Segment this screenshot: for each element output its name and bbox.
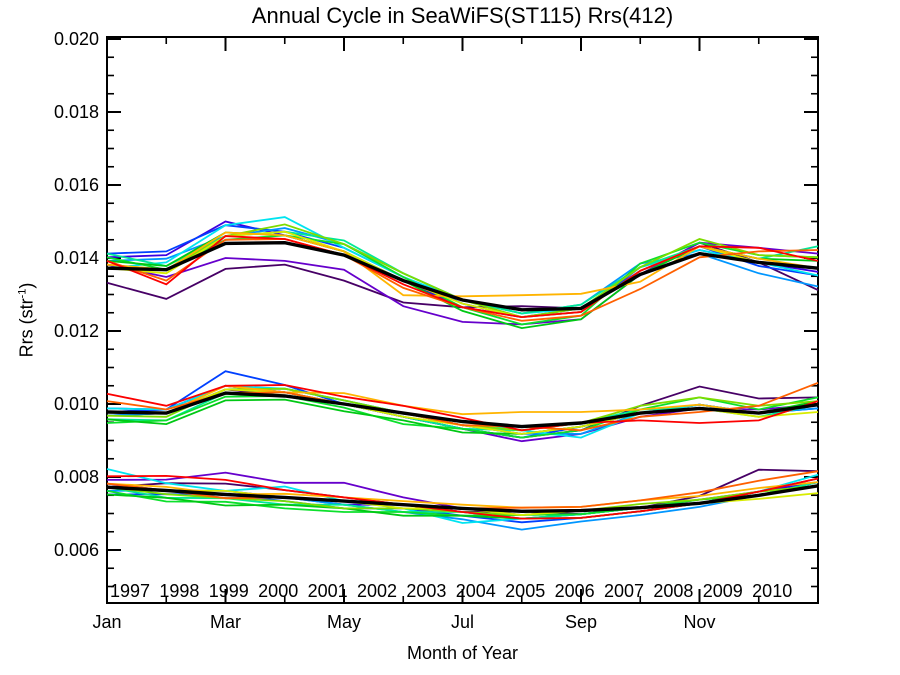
y-tick-label: 0.012 bbox=[54, 321, 99, 341]
legend-year-2006: 2006 bbox=[555, 581, 595, 601]
legend-year-2001: 2001 bbox=[308, 581, 348, 601]
mean-line-middle bbox=[106, 391, 819, 429]
x-axis-title: Month of Year bbox=[406, 643, 519, 663]
y-axis-title-end: ) bbox=[16, 282, 37, 289]
y-axis-title-sup: -1 bbox=[16, 288, 29, 299]
legend-year-2008: 2008 bbox=[653, 581, 693, 601]
series-middle-2004 bbox=[106, 395, 819, 439]
series-upper-2010 bbox=[106, 235, 819, 319]
legend-year-2000: 2000 bbox=[258, 581, 298, 601]
x-tick-label: Mar bbox=[210, 612, 241, 632]
y-tick-label: 0.008 bbox=[54, 467, 99, 487]
legend-year-2009: 2009 bbox=[703, 581, 743, 601]
legend-year-2003: 2003 bbox=[406, 581, 446, 601]
y-tick-label: 0.006 bbox=[54, 540, 99, 560]
x-tick-label: Sep bbox=[565, 612, 597, 632]
x-tick-label: Nov bbox=[683, 612, 715, 632]
y-tick-label: 0.014 bbox=[54, 248, 99, 268]
legend-year-2002: 2002 bbox=[357, 581, 397, 601]
legend-year-2010: 2010 bbox=[752, 581, 792, 601]
chart-title: Annual Cycle in SeaWiFS(ST115) Rrs(412) bbox=[251, 3, 674, 28]
legend-year-2004: 2004 bbox=[456, 581, 496, 601]
series-upper-2009 bbox=[106, 238, 819, 322]
legend-year-2005: 2005 bbox=[505, 581, 545, 601]
legend-year-1997: 1997 bbox=[110, 581, 150, 601]
y-tick-label: 0.010 bbox=[54, 394, 99, 414]
y-tick-label: 0.016 bbox=[54, 175, 99, 195]
legend-year-1998: 1998 bbox=[159, 581, 199, 601]
mean-line-upper bbox=[106, 240, 819, 312]
y-axis-title: Rrs (str-1) bbox=[17, 283, 38, 358]
series-middle-2010 bbox=[106, 384, 819, 432]
x-tick-label: May bbox=[327, 612, 361, 632]
plot-frame bbox=[106, 36, 819, 604]
y-axis-title-base: Rrs (str bbox=[16, 298, 37, 358]
y-tick-label: 0.018 bbox=[54, 102, 99, 122]
x-tick-label: Jul bbox=[451, 612, 474, 632]
x-tick-label: Jan bbox=[92, 612, 121, 632]
legend-year-2007: 2007 bbox=[604, 581, 644, 601]
y-tick-label: 0.020 bbox=[54, 29, 99, 49]
mean-line-lower bbox=[106, 484, 819, 514]
legend-year-1999: 1999 bbox=[209, 581, 249, 601]
